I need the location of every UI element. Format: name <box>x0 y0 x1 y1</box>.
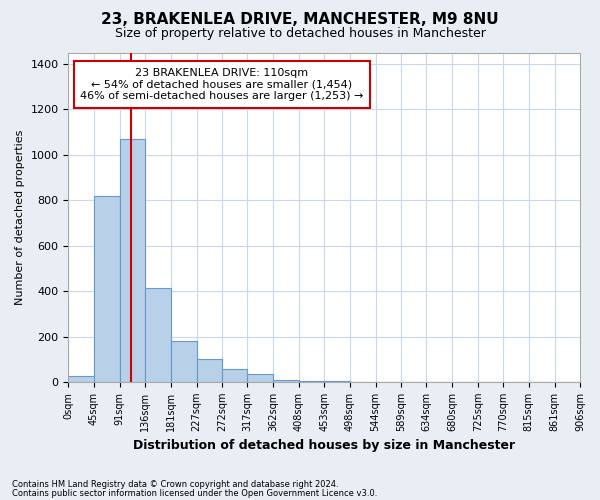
Y-axis label: Number of detached properties: Number of detached properties <box>15 130 25 305</box>
Text: 23 BRAKENLEA DRIVE: 110sqm
← 54% of detached houses are smaller (1,454)
46% of s: 23 BRAKENLEA DRIVE: 110sqm ← 54% of deta… <box>80 68 364 101</box>
Text: Contains public sector information licensed under the Open Government Licence v3: Contains public sector information licen… <box>12 489 377 498</box>
Text: 23, BRAKENLEA DRIVE, MANCHESTER, M9 8NU: 23, BRAKENLEA DRIVE, MANCHESTER, M9 8NU <box>101 12 499 28</box>
Text: Contains HM Land Registry data © Crown copyright and database right 2024.: Contains HM Land Registry data © Crown c… <box>12 480 338 489</box>
Bar <box>145 288 170 382</box>
Bar <box>68 376 94 382</box>
Bar <box>299 381 324 382</box>
Bar <box>247 374 273 382</box>
Bar <box>197 359 222 382</box>
X-axis label: Distribution of detached houses by size in Manchester: Distribution of detached houses by size … <box>133 440 515 452</box>
Bar <box>273 380 299 382</box>
Text: Size of property relative to detached houses in Manchester: Size of property relative to detached ho… <box>115 28 485 40</box>
Bar <box>222 370 247 382</box>
Bar <box>170 341 197 382</box>
Bar <box>94 196 120 382</box>
Bar <box>120 139 145 382</box>
